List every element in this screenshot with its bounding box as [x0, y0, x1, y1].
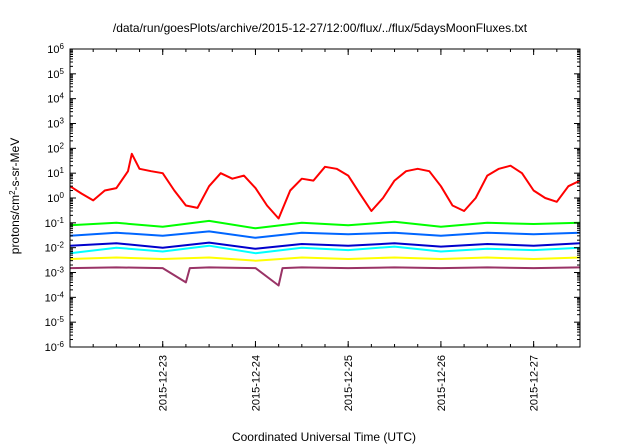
y-tick-label: 10-1 — [45, 215, 65, 230]
y-tick-label-exp: 4 — [60, 91, 65, 100]
y-tick-label-base: 10 — [47, 44, 59, 56]
y-tick-label-exp: 3 — [60, 116, 65, 125]
y-tick-label-base: 10 — [45, 342, 57, 354]
y-tick-label-base: 10 — [45, 218, 57, 230]
y-axis-label: protons/cm2-s-sr-MeV — [8, 138, 23, 254]
y-tick-label: 10-2 — [45, 240, 65, 255]
y-tick-label-exp: -1 — [57, 215, 65, 224]
y-tick-label-exp: -2 — [57, 240, 65, 249]
y-tick-label: 10-3 — [45, 265, 65, 280]
y-tick-label: 10-5 — [45, 315, 65, 330]
x-tick-label: 2015-12-23 — [158, 355, 170, 411]
series-line-2 — [69, 219, 581, 230]
y-tick-label-exp: 0 — [60, 191, 65, 200]
series-layer — [69, 152, 581, 287]
series-line-1 — [69, 152, 581, 220]
x-axis: 2015-12-23 2015-12-24 2015-12-25 2015-12-26… — [69, 49, 581, 411]
y-tick-label-exp: -6 — [57, 340, 65, 349]
y-tick-label: 104 — [47, 91, 64, 106]
y-tick-label-exp: -3 — [57, 265, 65, 274]
chart-title: /data/run/goesPlots/archive/2015-12-27/1… — [113, 21, 528, 35]
x-tick-label: 2015-12-27 — [529, 355, 541, 411]
y-tick-label-exp: 5 — [60, 66, 65, 75]
y-tick-label-base: 10 — [47, 94, 59, 106]
y-tick-label-base: 10 — [47, 69, 59, 81]
y-axis: 10-610-510-410-310-210-11001011021031041… — [45, 42, 580, 355]
y-tick-label: 105 — [47, 66, 64, 81]
y-tick-label-exp: 6 — [60, 42, 65, 51]
y-axis-label-sup: 2 — [8, 190, 17, 195]
y-tick-label-base: 10 — [47, 193, 59, 205]
y-tick-label-exp: -5 — [57, 315, 65, 324]
y-tick-label-base: 10 — [45, 243, 57, 255]
series-line-7 — [69, 266, 581, 287]
y-tick-label: 102 — [47, 141, 64, 156]
y-tick-label: 10-4 — [45, 290, 65, 305]
y-axis-label-base: protons/cm — [8, 195, 22, 254]
y-tick-label: 10-6 — [45, 340, 65, 355]
y-tick-label: 101 — [47, 166, 64, 181]
y-tick-label: 103 — [47, 116, 64, 131]
y-tick-label-base: 10 — [47, 143, 59, 155]
y-tick-label-exp: -4 — [57, 290, 65, 299]
series-line-6 — [69, 256, 581, 262]
y-tick-label-base: 10 — [45, 317, 57, 329]
y-tick-label-base: 10 — [45, 268, 57, 280]
plot-frame — [69, 48, 581, 348]
x-tick-label: 2015-12-24 — [250, 355, 262, 411]
x-tick-label: 2015-12-26 — [436, 355, 448, 411]
x-tick-label: 2015-12-25 — [343, 355, 355, 411]
y-tick-label-base: 10 — [47, 119, 59, 131]
series-line-3 — [69, 244, 581, 255]
y-tick-label-exp: 1 — [60, 166, 65, 175]
y-tick-label-base: 10 — [45, 292, 57, 304]
y-tick-label-base: 10 — [47, 168, 59, 180]
series-line-4 — [69, 230, 581, 239]
y-tick-label: 100 — [47, 191, 64, 206]
x-axis-label: Coordinated Universal Time (UTC) — [232, 430, 416, 444]
y-tick-label: 106 — [47, 42, 64, 57]
y-tick-label-exp: 2 — [60, 141, 65, 150]
y-axis-label-rest: -s-sr-MeV — [8, 138, 22, 191]
series-line-5 — [69, 241, 581, 250]
